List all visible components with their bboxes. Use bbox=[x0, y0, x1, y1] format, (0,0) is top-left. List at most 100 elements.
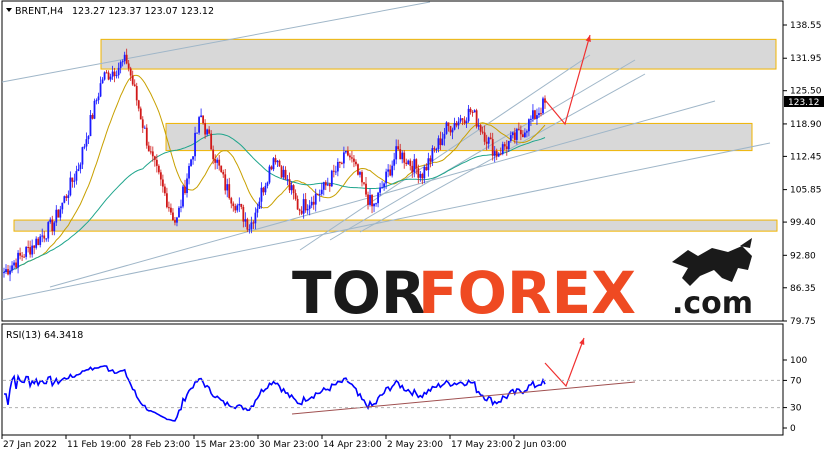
candle-body bbox=[151, 151, 154, 157]
candle-body bbox=[501, 144, 504, 154]
candle-body bbox=[447, 122, 450, 127]
candle-body bbox=[246, 219, 249, 230]
candle-body bbox=[168, 207, 170, 209]
dropdown-triangle-icon[interactable] bbox=[6, 8, 12, 12]
price-tick-label: 79.75 bbox=[790, 317, 816, 327]
candle-body bbox=[369, 194, 371, 205]
candle-body bbox=[513, 132, 516, 140]
candle-body bbox=[256, 208, 259, 213]
candle-body bbox=[234, 206, 237, 211]
current-price-tag bbox=[784, 96, 824, 107]
candle-body bbox=[57, 209, 60, 218]
price-tick-label: 99.40 bbox=[790, 218, 816, 228]
rsi-tick-label: 0 bbox=[790, 424, 796, 434]
price-tick-label: 125.50 bbox=[790, 87, 822, 97]
candle-body bbox=[77, 169, 80, 172]
candle-body bbox=[433, 148, 436, 150]
candle-body bbox=[129, 68, 132, 76]
candle-body bbox=[493, 151, 496, 156]
candle-body bbox=[198, 117, 200, 133]
candle-body bbox=[75, 171, 78, 181]
candle-body bbox=[306, 208, 309, 211]
candle-body bbox=[190, 159, 192, 166]
candle-body bbox=[95, 100, 98, 102]
candle-body bbox=[421, 173, 424, 179]
candle-body bbox=[314, 193, 317, 205]
rsi-tick-label: 100 bbox=[790, 356, 807, 366]
candle-body bbox=[153, 156, 156, 160]
candle-body bbox=[326, 184, 329, 186]
candle-body bbox=[47, 222, 50, 239]
candle-body bbox=[93, 100, 96, 119]
candle-body bbox=[499, 153, 502, 155]
candle-body bbox=[49, 219, 52, 223]
candle-body bbox=[487, 137, 490, 144]
candle-body bbox=[174, 220, 176, 223]
candle-body bbox=[252, 222, 255, 224]
price-tick-label: 131.95 bbox=[790, 54, 822, 64]
candle-body bbox=[163, 186, 166, 194]
candle-body bbox=[216, 159, 219, 163]
candle-body bbox=[540, 113, 542, 115]
candle-body bbox=[172, 212, 174, 221]
rsi-tick-label: 30 bbox=[790, 404, 802, 414]
candle-body bbox=[288, 179, 291, 191]
time-axis: 27 Jan 2022 11 Feb 19:00 28 Feb 23:00 15 Ma… bbox=[1, 435, 567, 450]
candle-body bbox=[483, 132, 486, 142]
candle-body bbox=[11, 265, 13, 271]
candle-body bbox=[355, 161, 357, 165]
candle-body bbox=[536, 115, 538, 119]
candle-body bbox=[473, 110, 476, 113]
candle-body bbox=[27, 247, 30, 249]
candle-body bbox=[409, 160, 412, 166]
candle-body bbox=[5, 269, 7, 273]
candle-body bbox=[342, 152, 345, 164]
candle-body bbox=[435, 148, 438, 150]
rsi-indicator bbox=[4, 365, 636, 422]
logo-forex: FOREX bbox=[418, 259, 636, 327]
candle-body bbox=[334, 171, 337, 173]
candle-body bbox=[485, 141, 488, 144]
time-tick-label: 15 Mar 23:00 bbox=[195, 440, 255, 450]
candle-body bbox=[260, 187, 263, 202]
candle-body bbox=[538, 113, 540, 116]
ma-slow-line bbox=[3, 133, 546, 273]
candle-body bbox=[528, 119, 530, 132]
candle-body bbox=[519, 129, 522, 135]
candle-body bbox=[9, 270, 11, 275]
candle-body bbox=[320, 189, 323, 195]
candle-body bbox=[182, 186, 184, 207]
candle-body bbox=[399, 149, 402, 160]
candle-body bbox=[393, 159, 396, 166]
candle-body bbox=[15, 262, 17, 268]
candle-body bbox=[196, 132, 198, 134]
candle-body bbox=[423, 167, 426, 179]
candle-body bbox=[353, 158, 355, 162]
candle-body bbox=[79, 164, 82, 170]
candle-body bbox=[137, 100, 140, 109]
candle-body bbox=[113, 71, 116, 76]
candle-body bbox=[266, 182, 269, 186]
candle-body bbox=[463, 119, 466, 124]
candle-body bbox=[503, 144, 506, 147]
candle-body bbox=[121, 61, 124, 63]
candle-body bbox=[532, 110, 534, 119]
candle-body bbox=[461, 118, 464, 120]
candle-body bbox=[443, 133, 446, 139]
candle-body bbox=[437, 138, 440, 149]
candle-body bbox=[371, 194, 373, 207]
time-tick-label: 28 Feb 23:00 bbox=[131, 440, 190, 450]
candle-body bbox=[387, 169, 390, 172]
candle-body bbox=[491, 139, 494, 156]
candle-body bbox=[407, 160, 410, 165]
candlesticks bbox=[3, 48, 546, 282]
candle-body bbox=[441, 138, 444, 146]
candle-body bbox=[188, 165, 190, 179]
candle-body bbox=[236, 205, 239, 211]
candle-body bbox=[224, 174, 227, 191]
trend-line bbox=[299, 54, 591, 251]
candle-body bbox=[212, 149, 215, 160]
candle-body bbox=[25, 247, 28, 257]
candle-body bbox=[459, 118, 462, 122]
candle-body bbox=[268, 166, 271, 183]
